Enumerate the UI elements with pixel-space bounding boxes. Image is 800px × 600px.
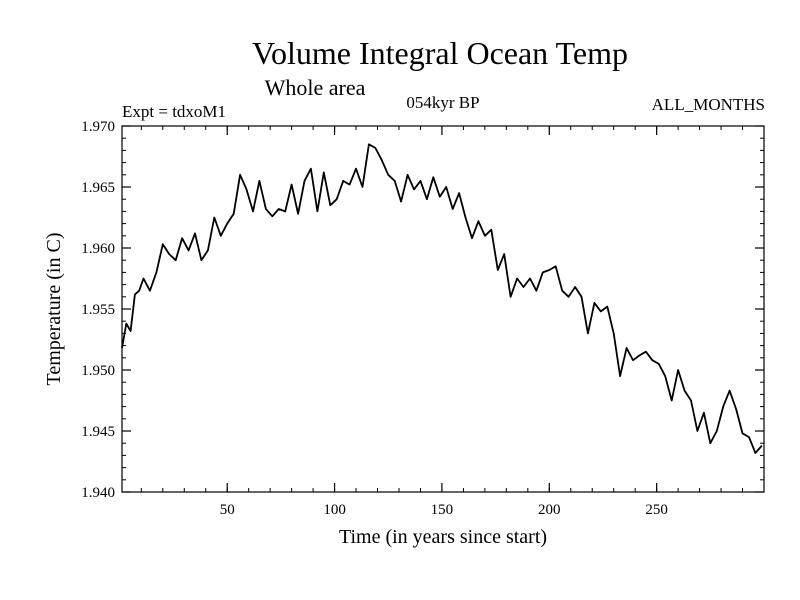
y-tick-label: 1.940: [81, 485, 115, 501]
y-tick-label: 1.955: [81, 302, 115, 318]
period-label: 054kyr BP: [406, 93, 479, 112]
months-label: ALL_MONTHS: [652, 95, 765, 114]
chart-title: Volume Integral Ocean Temp: [252, 35, 628, 71]
y-tick-label: 1.960: [81, 241, 115, 257]
series-line: [121, 143, 763, 454]
y-tick-label: 1.945: [81, 424, 115, 440]
minor-ticks: [122, 126, 764, 492]
x-axis-label: Time (in years since start): [339, 526, 547, 548]
x-tick-label: 100: [323, 502, 346, 518]
y-tick-label: 1.970: [81, 119, 115, 135]
x-axis: 50 100 150 200 250: [220, 126, 668, 518]
y-tick-label: 1.950: [81, 363, 115, 379]
x-tick-label: 250: [645, 502, 668, 518]
plot-frame: [121, 125, 765, 493]
y-axis-label: Temperature (in C): [43, 233, 65, 386]
chart-subtitle: Whole area: [265, 75, 366, 100]
y-axis: 1.940 1.945 1.950 1.955 1.960 1.965 1.970: [81, 119, 764, 501]
experiment-label: Expt = tdxoM1: [122, 102, 226, 121]
x-tick-label: 50: [220, 502, 235, 518]
x-tick-label: 200: [538, 502, 561, 518]
y-tick-label: 1.965: [81, 180, 115, 196]
series-layer: [121, 143, 763, 454]
x-tick-label: 150: [431, 502, 454, 518]
